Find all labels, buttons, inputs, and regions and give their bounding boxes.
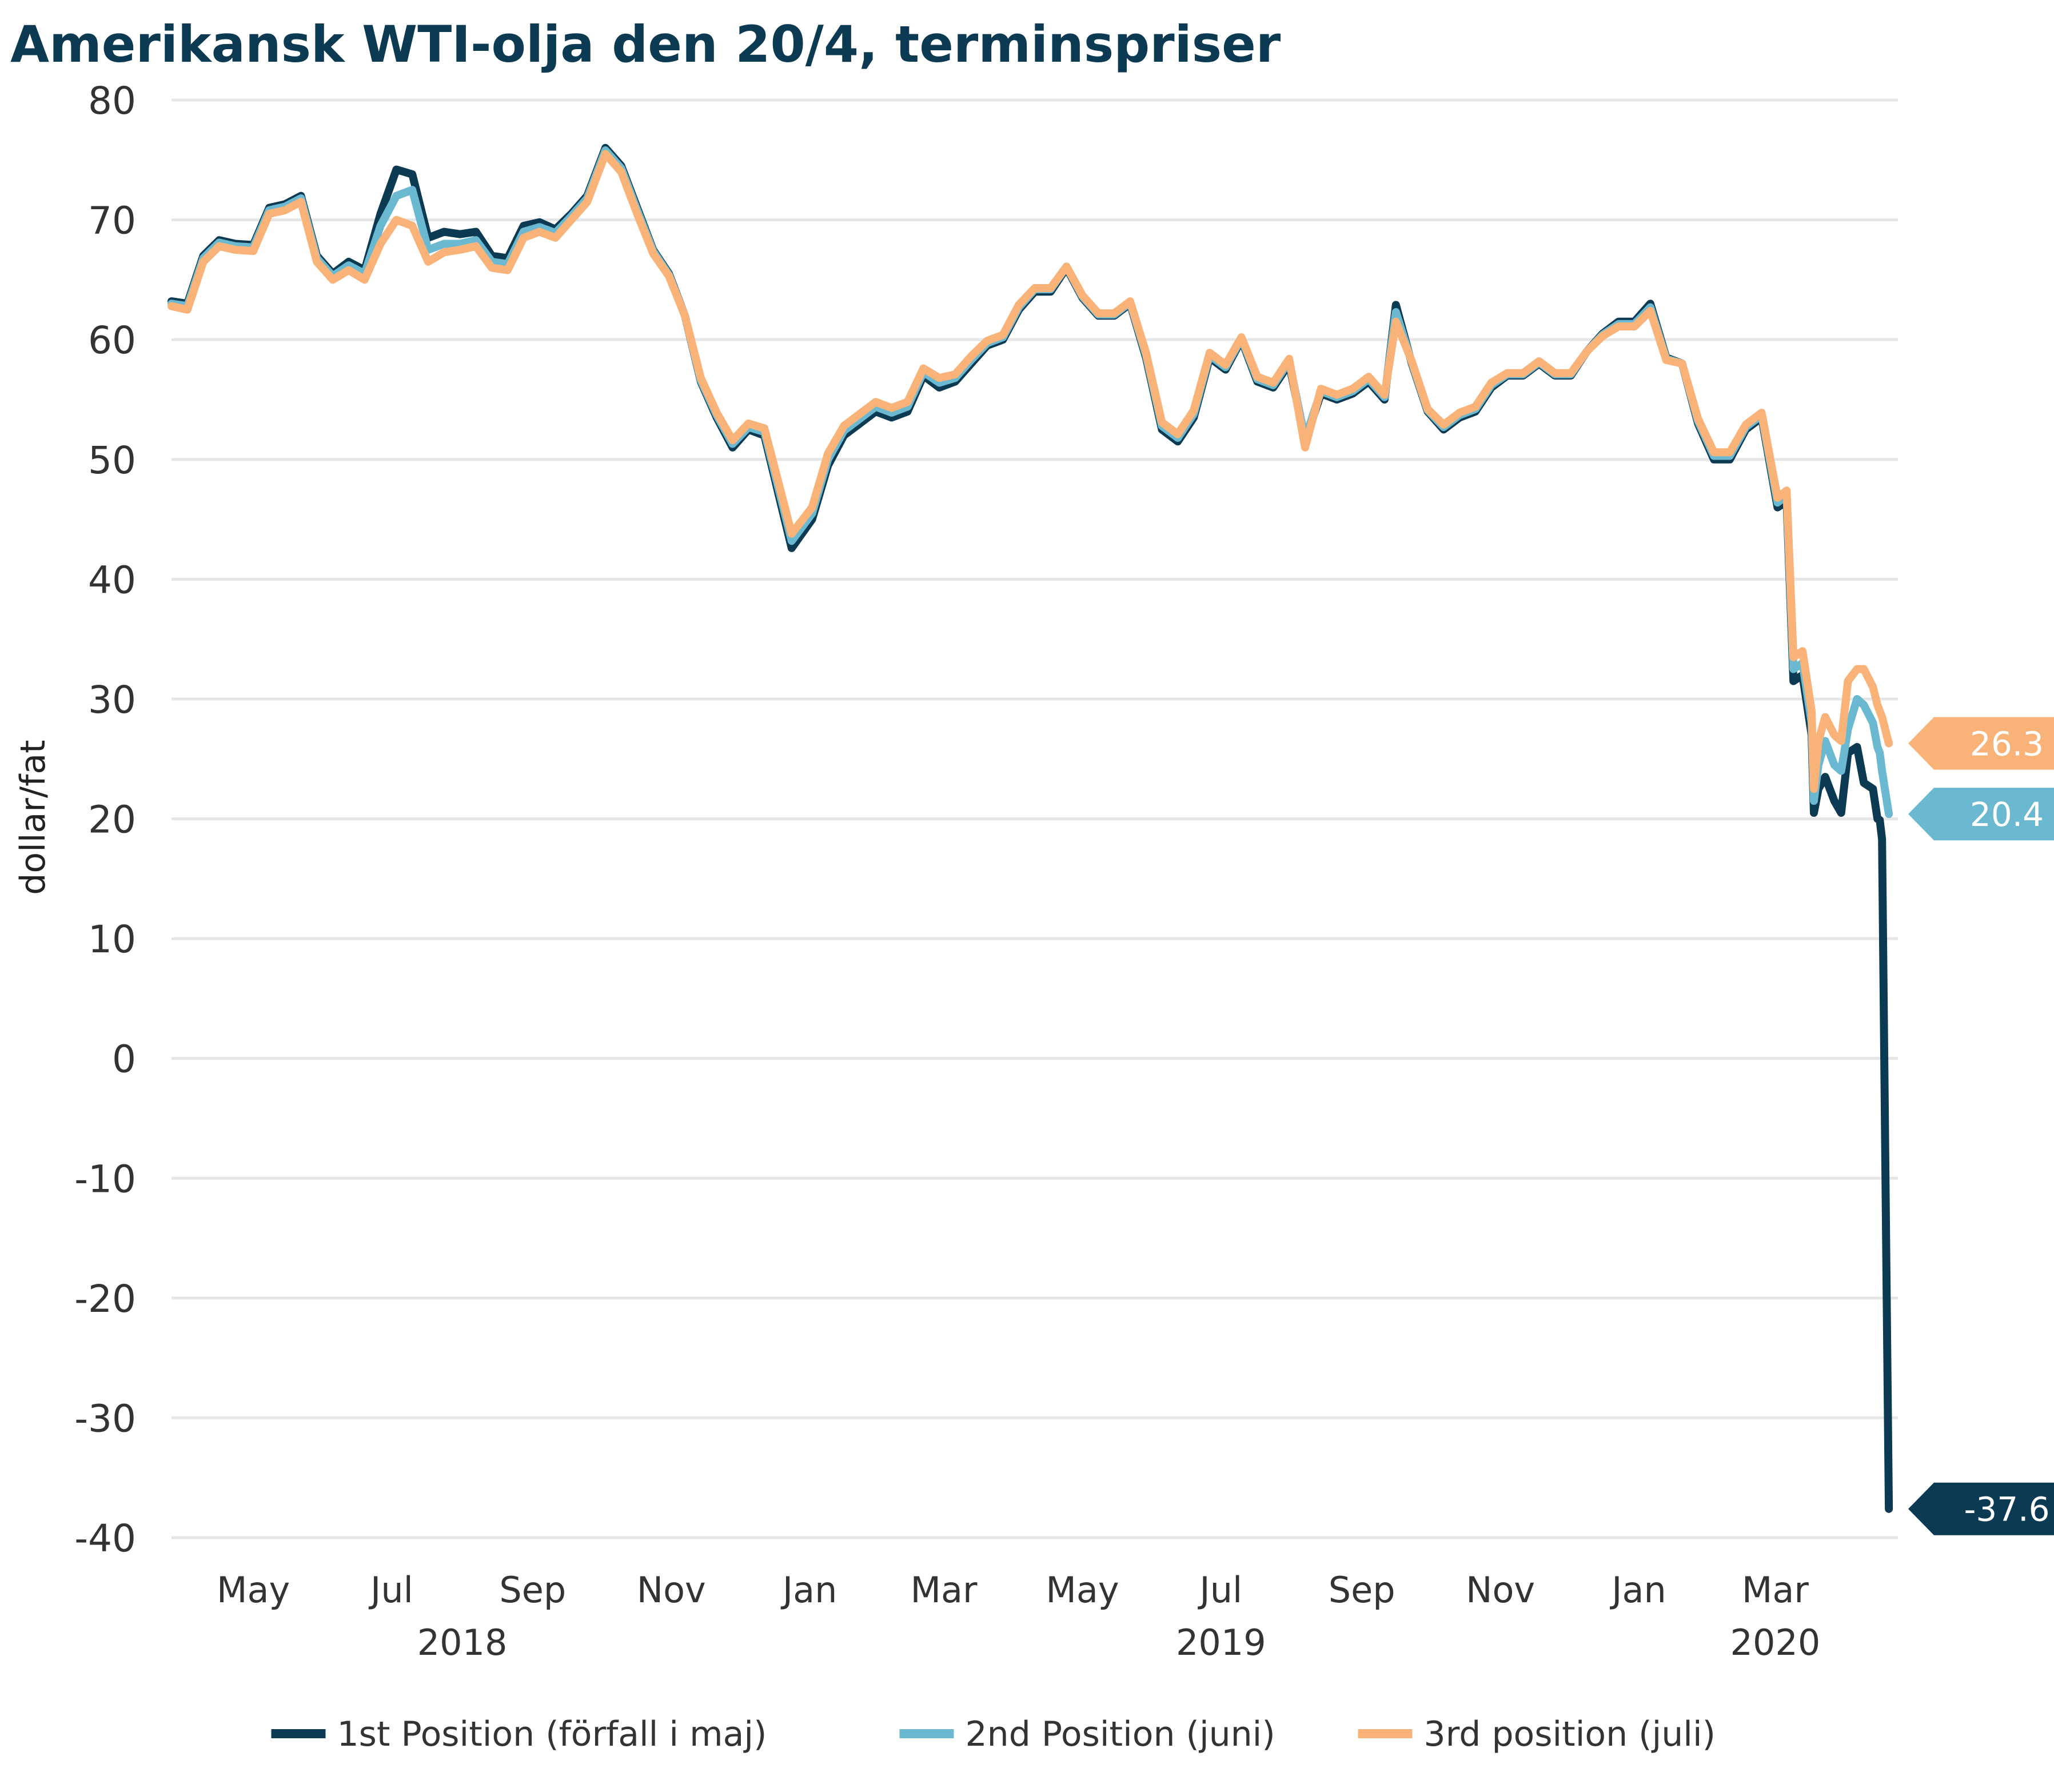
- x-tick-label: Mar: [911, 1569, 978, 1611]
- chart-title: Amerikansk WTI-olja den 20/4, terminspri…: [10, 15, 1281, 74]
- y-axis-label: dollar/fat: [13, 740, 53, 895]
- y-tick-label: 60: [88, 318, 136, 362]
- x-tick-label: May: [1046, 1569, 1119, 1611]
- end-value-label: -37.6: [1964, 1490, 2049, 1529]
- y-tick-label: 10: [88, 917, 136, 961]
- x-tick-label: Nov: [1466, 1569, 1535, 1611]
- y-tick-label: 40: [88, 558, 136, 602]
- end-label-box: [1908, 788, 2054, 841]
- end-value-label: 20.4: [1970, 795, 2044, 834]
- y-tick-label: 50: [88, 438, 136, 482]
- y-tick-label: 0: [112, 1037, 136, 1081]
- y-tick-label: 70: [88, 199, 136, 243]
- gridlines: [172, 98, 1898, 1539]
- y-tick-labels: 80 70 60 50 40 30 20 10 0 -10 -20 -30 -40: [74, 79, 136, 1560]
- x-year-label: 2018: [417, 1622, 508, 1663]
- x-tick-label: Sep: [1329, 1569, 1395, 1611]
- x-year-label: 2020: [1730, 1622, 1821, 1663]
- series-line: [167, 150, 1893, 793]
- legend-item-label: 1st Position (förfall i maj): [337, 1714, 767, 1754]
- x-tick-label: Nov: [637, 1569, 706, 1611]
- legend-item-label: 2nd Position (juni): [966, 1714, 1275, 1754]
- end-value-labels: -37.6 20.4 26.3: [1908, 717, 2054, 1535]
- legend: 1st Position (förfall i maj) 2nd Position…: [271, 1714, 1716, 1754]
- y-tick-label: 20: [88, 798, 136, 842]
- y-tick-label: -30: [74, 1396, 136, 1440]
- x-tick-label: Jul: [1197, 1569, 1242, 1611]
- y-tick-label: 30: [88, 678, 136, 722]
- x-tick-label: Mar: [1742, 1569, 1809, 1611]
- y-tick-label: 80: [88, 79, 136, 123]
- series-lines: [167, 143, 1893, 1513]
- end-label-box: [1908, 717, 2054, 770]
- x-year-label: 2019: [1176, 1622, 1266, 1663]
- y-tick-label: -20: [74, 1277, 136, 1321]
- y-tick-label: -10: [74, 1157, 136, 1201]
- end-label-box: [1908, 1482, 2054, 1535]
- y-tick-label: -40: [74, 1516, 136, 1560]
- x-tick-labels: May Jul Sep Nov Jan Mar May Jul Sep Nov Jan Mar 2018…: [217, 1569, 1820, 1663]
- x-tick-label: May: [217, 1569, 290, 1611]
- x-tick-label: Sep: [499, 1569, 566, 1611]
- x-tick-label: Jan: [780, 1569, 837, 1611]
- end-value-label: 26.3: [1970, 724, 2044, 763]
- x-tick-label: Jul: [368, 1569, 413, 1611]
- legend-item-label: 3rd position (juli): [1424, 1714, 1716, 1754]
- x-tick-label: Jan: [1609, 1569, 1666, 1611]
